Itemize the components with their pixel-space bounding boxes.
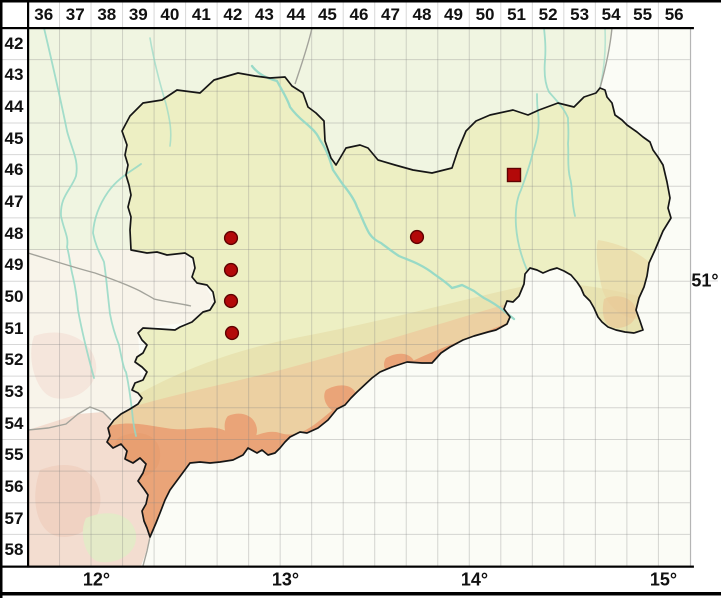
river-elbe <box>250 64 516 321</box>
occurrence-circle-marker <box>224 325 240 341</box>
border-thuringia-north <box>27 252 192 307</box>
zittau-tint <box>602 296 637 328</box>
admin-borders <box>27 27 613 567</box>
border-czech-bavaria <box>142 536 151 567</box>
river-nw-creek <box>149 37 172 147</box>
occurrence-circle-marker <box>223 262 239 278</box>
salmon-fringe <box>107 300 520 438</box>
border-neisse-north <box>599 27 613 89</box>
border-thuringia-bavaria <box>27 406 112 431</box>
occurrence-circle-marker <box>223 230 239 246</box>
occurrence-circle-marker <box>409 229 425 245</box>
border-brandenburg-west <box>294 27 313 85</box>
sw-pink-blob <box>35 464 101 537</box>
salmon-bump-1 <box>224 413 257 446</box>
occurrence-circle-marker <box>223 293 239 309</box>
saxony-outline <box>106 72 672 538</box>
river-pleisse <box>92 163 142 437</box>
west-pink-tinge <box>31 332 97 399</box>
occurrence-square-marker <box>506 167 522 183</box>
river-spree-east <box>543 27 576 217</box>
river-weisse-elster <box>43 27 95 379</box>
mtb-grid-lines <box>2 2 690 567</box>
nw-lowland-green <box>28 28 612 250</box>
occurrence-markers <box>223 167 522 341</box>
sw-green-blob <box>82 513 137 563</box>
